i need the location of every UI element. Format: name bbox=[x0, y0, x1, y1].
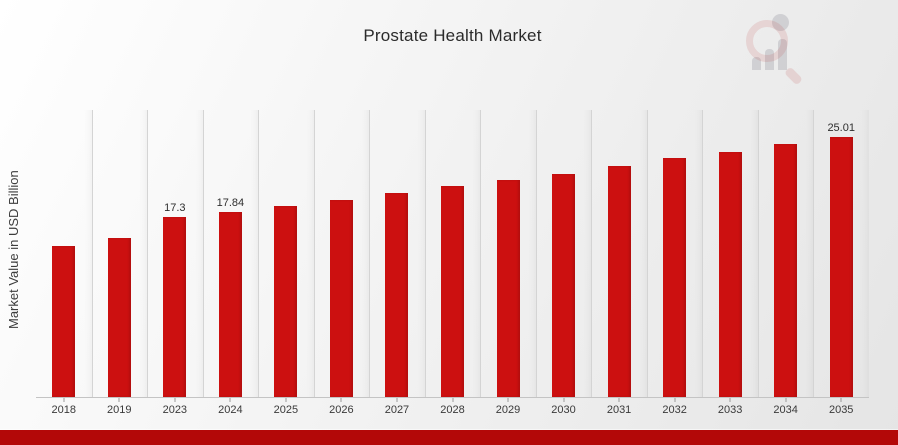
axis-tick bbox=[729, 398, 731, 402]
gridline bbox=[369, 110, 371, 397]
gridline bbox=[258, 110, 260, 397]
gridline bbox=[147, 110, 149, 397]
gridline bbox=[813, 110, 815, 397]
bar-2024 bbox=[218, 211, 242, 397]
bar-2029 bbox=[496, 179, 520, 397]
x-tick-label: 2032 bbox=[662, 404, 687, 416]
gridline bbox=[202, 110, 204, 397]
bar-2035 bbox=[829, 137, 853, 397]
bar-column: 2026 bbox=[314, 110, 370, 416]
axis-tick bbox=[229, 398, 231, 402]
bar-2025 bbox=[274, 205, 298, 397]
brand-logo-watermark bbox=[742, 12, 814, 88]
axis-tick bbox=[340, 398, 342, 402]
x-tick-label: 2033 bbox=[717, 404, 743, 416]
gridline bbox=[424, 110, 426, 397]
bar-2027 bbox=[385, 193, 409, 397]
bar-2026 bbox=[329, 199, 353, 397]
bar-2019 bbox=[107, 237, 131, 397]
logo-bar-icon bbox=[752, 57, 761, 70]
bar-column: 2032 bbox=[647, 110, 703, 416]
axis-tick bbox=[396, 398, 398, 402]
bar-2033 bbox=[718, 151, 742, 397]
bar-2030 bbox=[552, 173, 576, 397]
bar-column: 2027 bbox=[369, 110, 425, 416]
bar-column: 2025 bbox=[258, 110, 314, 416]
axis-tick bbox=[618, 398, 620, 402]
x-tick-label: 2035 bbox=[828, 404, 854, 416]
gridline bbox=[313, 110, 315, 397]
axis-tick bbox=[118, 398, 120, 402]
bar-2028 bbox=[440, 186, 464, 397]
x-tick-label: 2025 bbox=[273, 404, 299, 416]
axis-tick bbox=[174, 398, 176, 402]
bar-column: 17.3 2023 bbox=[147, 110, 203, 416]
axis-tick bbox=[840, 398, 842, 402]
bar-value-label: 17.3 bbox=[164, 202, 186, 215]
bar-columns-container: 2018 2019 17.3 2023 17.84 2024 2025 2026 2027 202… bbox=[36, 110, 869, 417]
x-tick-label: 2029 bbox=[495, 404, 521, 416]
bar-column: 25.01 2035 bbox=[813, 110, 869, 416]
gridline bbox=[757, 110, 759, 397]
bar-column: 2031 bbox=[591, 110, 647, 416]
gridline bbox=[646, 110, 648, 397]
chart-title: Prostate Health Market bbox=[363, 26, 542, 45]
bar-value-label: 17.84 bbox=[216, 196, 245, 209]
bar-column: 2029 bbox=[480, 110, 536, 416]
axis-tick bbox=[285, 398, 287, 402]
axis-tick bbox=[507, 398, 509, 402]
bar-column: 2028 bbox=[425, 110, 481, 416]
x-tick-label: 2028 bbox=[440, 404, 465, 416]
bar-column: 2018 bbox=[36, 110, 92, 416]
gridline bbox=[535, 110, 537, 397]
x-tick-label: 2026 bbox=[329, 404, 354, 416]
axis-tick bbox=[563, 398, 565, 402]
bar-2023 bbox=[163, 217, 187, 397]
bar-2031 bbox=[607, 166, 631, 397]
gridline bbox=[91, 110, 93, 397]
x-tick-label: 2023 bbox=[162, 404, 188, 416]
gridline bbox=[591, 110, 593, 397]
x-tick-label: 2030 bbox=[551, 404, 576, 416]
x-tick-label: 2034 bbox=[773, 404, 798, 416]
bar-2034 bbox=[774, 144, 798, 397]
bar-column: 2019 bbox=[92, 110, 148, 416]
bar-column: 2034 bbox=[758, 110, 814, 416]
gridline bbox=[480, 110, 482, 397]
axis-tick bbox=[674, 398, 676, 402]
y-axis-label: Market Value in USD Billion bbox=[6, 170, 21, 330]
axis-tick bbox=[63, 398, 65, 402]
bar-2018 bbox=[52, 246, 76, 397]
plot-area: 2018 2019 17.3 2023 17.84 2024 2025 2026 2027 202… bbox=[36, 110, 869, 417]
bottom-banner bbox=[0, 430, 898, 445]
axis-tick bbox=[785, 398, 787, 402]
bar-value-label: 25.01 bbox=[827, 122, 855, 134]
bar-column: 17.84 2024 bbox=[203, 110, 259, 417]
magnifier-handle-icon bbox=[783, 66, 804, 86]
bar-2032 bbox=[663, 157, 687, 397]
x-tick-label: 2031 bbox=[606, 404, 632, 416]
bar-column: 2033 bbox=[702, 110, 758, 416]
x-tick-label: 2027 bbox=[384, 404, 410, 416]
magnifier-ring-icon bbox=[746, 20, 788, 62]
gridline bbox=[702, 110, 704, 397]
axis-tick bbox=[452, 398, 453, 402]
bar-column: 2030 bbox=[536, 110, 592, 416]
x-tick-label: 2019 bbox=[107, 404, 132, 416]
x-tick-label: 2024 bbox=[218, 404, 243, 416]
x-tick-label: 2018 bbox=[51, 404, 76, 416]
